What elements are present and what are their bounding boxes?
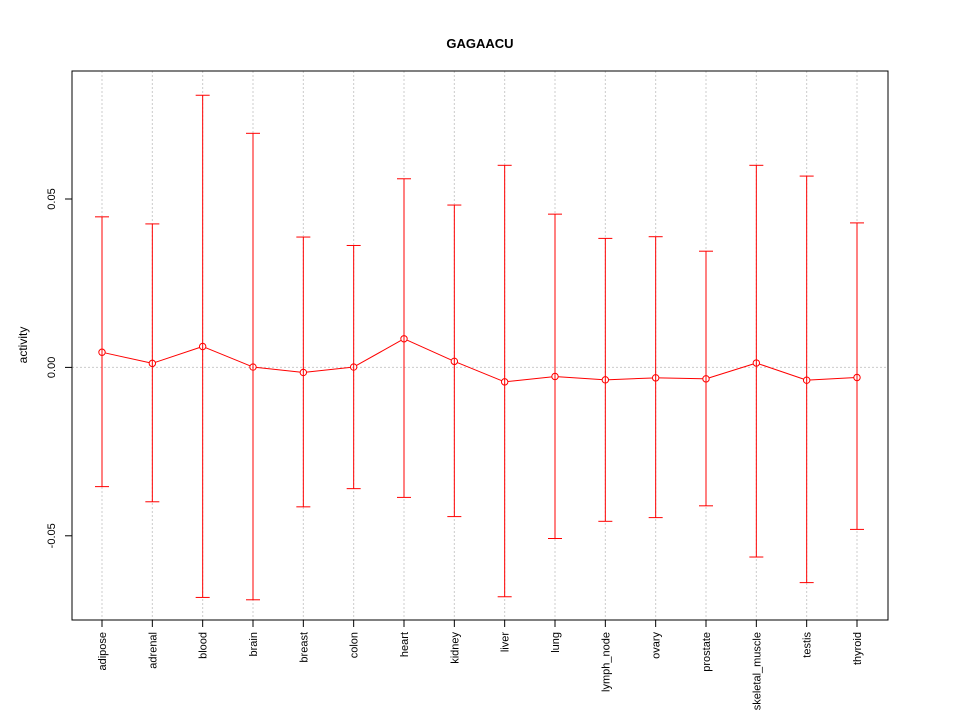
x-tick-label-adipose: adipose bbox=[97, 632, 109, 671]
plot-frame bbox=[71, 70, 889, 621]
series-segment bbox=[708, 363, 754, 379]
point-liver bbox=[500, 378, 509, 386]
series-segment bbox=[608, 377, 653, 381]
point-adipose bbox=[98, 348, 106, 356]
x-tick-label-heart: heart bbox=[399, 632, 411, 657]
y-axis: -0.05 0.00 0.05 bbox=[46, 188, 72, 548]
series-segment bbox=[759, 363, 804, 380]
x-tick-label-blood: blood bbox=[198, 632, 210, 659]
series-segment bbox=[809, 377, 854, 381]
y-tick-label: 0.00 bbox=[46, 357, 58, 378]
x-axis: adipose adrenal blood brain breast colon heart… bbox=[97, 620, 864, 710]
x-tick-label-ovary: ovary bbox=[651, 632, 663, 659]
series-segment bbox=[356, 339, 402, 366]
chart-title: GAGAACU bbox=[446, 36, 513, 51]
point-skeletal_muscle bbox=[752, 359, 761, 367]
point-kidney bbox=[450, 357, 459, 366]
series-segment bbox=[658, 377, 703, 380]
point-breast bbox=[299, 368, 308, 377]
x-tick-label-skeletal_muscle: skeletal_muscle bbox=[751, 632, 763, 710]
x-tick-label-liver: liver bbox=[500, 632, 512, 653]
series-segment bbox=[205, 347, 251, 367]
point-ovary bbox=[651, 374, 660, 382]
series-segment bbox=[306, 366, 351, 373]
x-tick-label-breast: breast bbox=[298, 632, 310, 663]
point-prostate bbox=[702, 375, 710, 383]
point-colon bbox=[349, 363, 358, 371]
point-adrenal bbox=[148, 359, 157, 368]
series-segment bbox=[256, 366, 301, 373]
point-lung bbox=[551, 372, 559, 381]
series-segment bbox=[457, 362, 502, 382]
series-activity bbox=[95, 94, 864, 601]
x-tick-label-adrenal: adrenal bbox=[147, 632, 159, 669]
x-tick-label-kidney: kidney bbox=[449, 632, 461, 664]
x-tick-label-testis: testis bbox=[802, 632, 814, 658]
x-tick-label-lymph_node: lymph_node bbox=[600, 632, 612, 692]
series-segment bbox=[507, 376, 552, 383]
point-heart bbox=[400, 335, 408, 343]
series-segment bbox=[406, 339, 452, 361]
series-segment bbox=[558, 376, 603, 381]
x-tick-label-colon: colon bbox=[349, 632, 361, 658]
point-lymph_node bbox=[601, 376, 610, 384]
x-tick-label-thyroid: thyroid bbox=[852, 632, 864, 665]
point-brain bbox=[249, 363, 257, 371]
x-tick-label-prostate: prostate bbox=[701, 632, 713, 672]
x-tick-label-lung: lung bbox=[550, 632, 562, 653]
y-tick-label: 0.05 bbox=[46, 188, 58, 209]
y-axis-label: activity bbox=[16, 327, 30, 364]
point-blood bbox=[198, 342, 207, 351]
point-testis bbox=[802, 376, 811, 384]
series-segment bbox=[105, 352, 150, 364]
x-tick-label-brain: brain bbox=[248, 632, 260, 656]
grid bbox=[72, 71, 888, 620]
series-segment bbox=[155, 347, 200, 363]
point-thyroid bbox=[853, 373, 861, 382]
y-tick-label: -0.05 bbox=[46, 523, 58, 548]
